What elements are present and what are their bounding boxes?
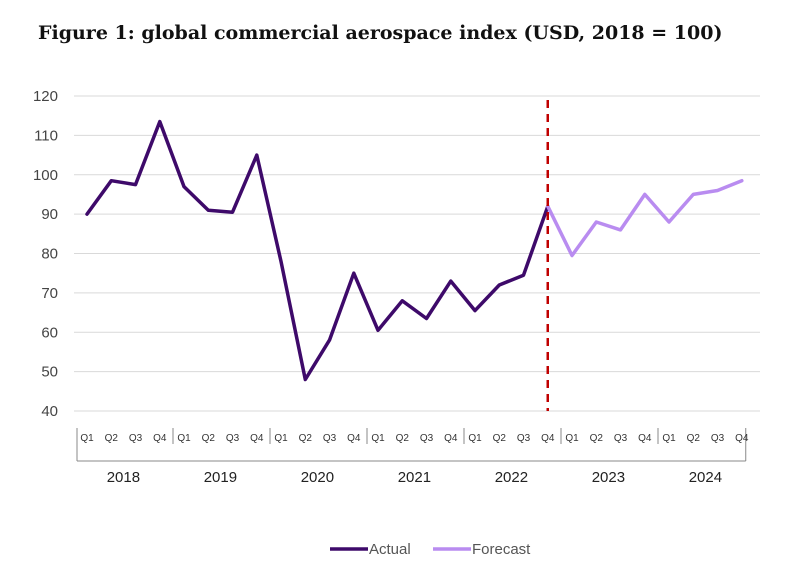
x-tick-quarter: Q3 [711,433,725,444]
x-tick-quarter: Q1 [177,433,191,444]
y-tick-label: 70 [41,285,58,302]
x-tick-quarter: Q2 [105,433,119,444]
y-tick-label: 120 [33,88,58,105]
x-tick-quarter: Q1 [468,433,482,444]
x-tick-quarter: Q1 [371,433,385,444]
x-tick-quarter: Q3 [517,433,531,444]
x-tick-quarter: Q4 [444,433,458,444]
series-line-actual [85,119,550,382]
y-axis-ticks: 40 50 60 70 80 90 100 110 120 [33,88,58,420]
series-line-forecast [546,178,744,258]
x-axis: Q1 Q2 Q3 Q4 Q1 Q2 Q3 Q4 Q1 Q2 Q3 Q4 Q1 Q2 Q3 Q4 Q1 Q2 Q3 Q4… [76,428,749,486]
y-tick-label: 60 [41,324,58,341]
x-tick-quarter: Q2 [590,433,604,444]
x-tick-quarter: Q2 [493,433,507,444]
x-tick-quarter: Q1 [274,433,288,444]
y-tick-label: 100 [33,167,58,184]
x-tick-year: 2024 [689,469,722,486]
series-lines [85,119,744,382]
legend-label: Forecast [472,541,531,558]
x-tick-quarter: Q1 [80,433,94,444]
x-tick-quarter: Q3 [420,433,434,444]
x-tick-quarter: Q3 [226,433,240,444]
x-tick-quarter: Q1 [662,433,676,444]
x-tick-quarter: Q4 [638,433,652,444]
x-tick-quarter: Q3 [323,433,337,444]
x-tick-quarter: Q1 [565,433,579,444]
x-tick-quarter: Q4 [735,433,749,444]
y-tick-label: 40 [41,403,58,420]
chart-title: Figure 1: global commercial aerospace in… [38,22,723,44]
x-tick-year: 2019 [204,469,237,486]
x-tick-quarter: Q4 [541,433,555,444]
x-tick-quarter: Q3 [129,433,143,444]
y-tick-label: 80 [41,246,58,263]
x-tick-quarter: Q2 [299,433,313,444]
legend-label: Actual [369,541,411,558]
x-tick-quarter: Q2 [202,433,216,444]
y-tick-label: 50 [41,364,58,381]
y-tick-label: 90 [41,206,58,223]
x-tick-year: 2018 [107,469,140,486]
x-tick-year: 2023 [592,469,625,486]
legend: Actual Forecast [330,541,531,558]
x-tick-quarter: Q3 [614,433,628,444]
x-tick-year: 2022 [495,469,528,486]
x-tick-year: 2021 [398,469,431,486]
x-tick-quarter: Q4 [347,433,361,444]
x-tick-quarter: Q4 [250,433,264,444]
y-tick-label: 110 [34,127,58,144]
x-tick-quarter: Q2 [687,433,701,444]
x-tick-quarter: Q2 [396,433,410,444]
gridlines [74,95,760,412]
x-tick-year: 2020 [301,469,334,486]
x-tick-quarter: Q4 [153,433,167,444]
